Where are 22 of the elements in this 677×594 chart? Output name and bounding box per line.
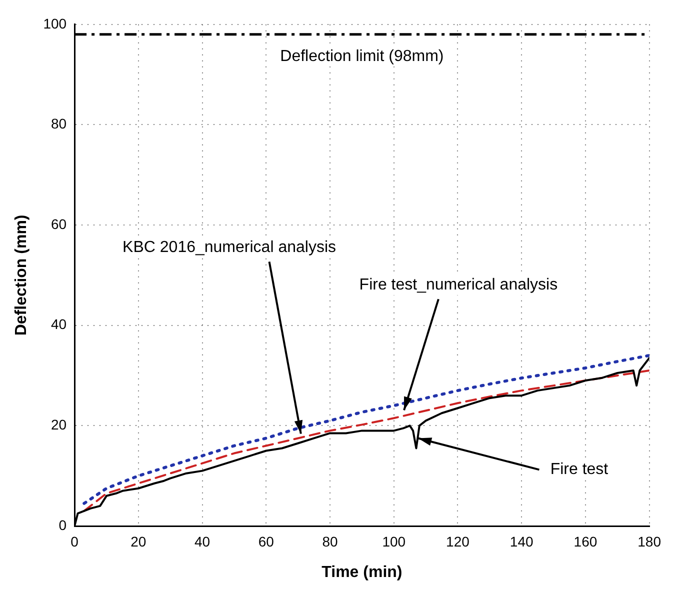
y-tick-label: 40 [50, 316, 67, 332]
x-tick-label: 120 [446, 533, 470, 550]
x-tick-label: 180 [638, 533, 662, 550]
x-tick-label: 40 [194, 533, 210, 550]
annotation: Fire test_numerical analysis [359, 276, 558, 294]
x-tick-label: 100 [382, 533, 406, 550]
y-tick-label: 100 [43, 15, 67, 32]
y-tick-label: 80 [50, 116, 67, 132]
y-tick-label: 60 [50, 216, 67, 232]
y-tick-label: 0 [58, 516, 67, 533]
x-tick-label: 80 [322, 533, 338, 550]
ref-line-label: Deflection limit (98mm) [280, 48, 444, 65]
x-tick-label: 20 [130, 533, 146, 550]
x-tick-label: 140 [510, 533, 534, 550]
x-tick-label: 0 [70, 533, 79, 550]
x-tick-label: 160 [574, 533, 598, 550]
x-axis-title: Time (min) [322, 564, 402, 581]
y-tick-label: 20 [50, 416, 67, 433]
y-axis-title: Deflection (mm) [13, 214, 30, 336]
annotation: KBC 2016_numerical analysis [122, 239, 336, 256]
x-tick-label: 60 [258, 533, 274, 550]
annotation: Fire test [550, 461, 609, 478]
